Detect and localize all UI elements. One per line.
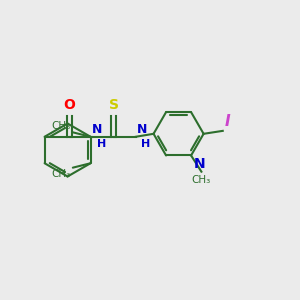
Text: S: S bbox=[109, 98, 119, 112]
Text: CH₃: CH₃ bbox=[192, 175, 211, 185]
Text: H: H bbox=[97, 139, 106, 149]
Text: N: N bbox=[194, 157, 205, 171]
Text: O: O bbox=[64, 98, 76, 112]
Text: H: H bbox=[141, 139, 150, 149]
Text: N: N bbox=[136, 123, 147, 136]
Text: I: I bbox=[224, 114, 230, 129]
Text: N: N bbox=[92, 123, 103, 136]
Text: CH₃: CH₃ bbox=[51, 169, 70, 179]
Text: CH₃: CH₃ bbox=[51, 121, 70, 131]
